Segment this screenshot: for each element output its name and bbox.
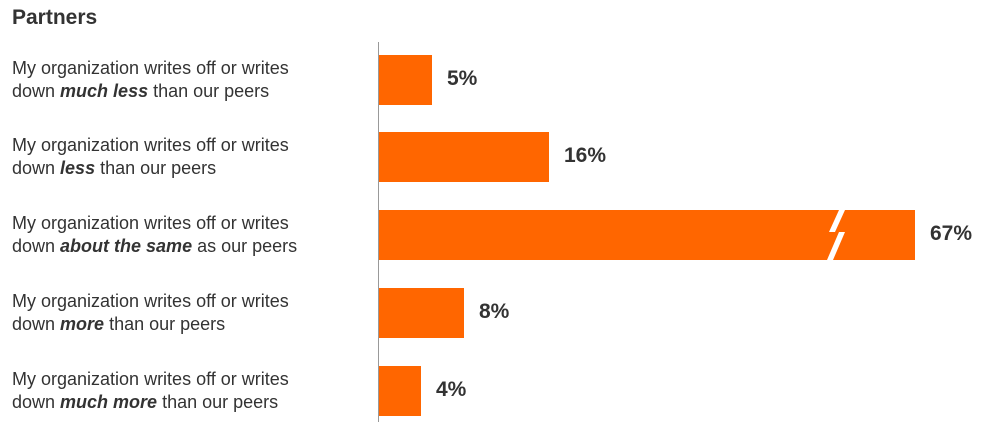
- category-label: My organization writes off or writes down…: [12, 368, 372, 414]
- category-label-emphasis: less: [60, 158, 96, 178]
- bar: [379, 366, 421, 416]
- value-label: 4%: [436, 378, 467, 401]
- category-label-text: down: [12, 392, 61, 412]
- value-label: 5%: [447, 67, 478, 90]
- category-label-text: than our peers: [104, 314, 226, 334]
- category-label-line: My organization writes off or writes: [12, 135, 289, 155]
- value-label: 8%: [479, 300, 510, 323]
- category-label-text: than our peers: [157, 392, 279, 412]
- bar: [379, 55, 432, 105]
- category-label-emphasis: more: [60, 314, 105, 334]
- bar-row: My organization writes off or writes down…: [0, 366, 994, 416]
- value-label: 16%: [564, 144, 607, 167]
- category-label: My organization writes off or writes down…: [12, 290, 372, 336]
- category-label-text: down: [12, 81, 61, 101]
- axis-break-mark: [827, 210, 845, 260]
- bar: [379, 210, 915, 260]
- bar-row: My organization writes off or writes down…: [0, 132, 994, 182]
- category-label-emphasis: much more: [60, 392, 158, 412]
- category-label-text: down: [12, 158, 61, 178]
- category-label-text: down: [12, 236, 61, 256]
- bar-row: My organization writes off or writes down…: [0, 210, 994, 260]
- value-label: 67%: [930, 222, 973, 245]
- chart-title: Partners: [12, 6, 98, 29]
- category-label-line: My organization writes off or writes: [12, 213, 289, 233]
- category-label-emphasis: about the same: [60, 236, 193, 256]
- bar: [379, 288, 464, 338]
- axis-break-glyph: [827, 210, 845, 260]
- category-label: My organization writes off or writes down…: [12, 134, 372, 180]
- category-label-line: My organization writes off or writes: [12, 58, 289, 78]
- category-axis-line: [378, 42, 379, 422]
- bar-row: My organization writes off or writes down…: [0, 288, 994, 338]
- category-label-text: as our peers: [192, 236, 298, 256]
- category-label: My organization writes off or writes down…: [12, 212, 372, 258]
- category-label-line: My organization writes off or writes: [12, 369, 289, 389]
- category-label-text: down: [12, 314, 61, 334]
- category-label-line: My organization writes off or writes: [12, 291, 289, 311]
- category-label-emphasis: much less: [60, 81, 149, 101]
- category-label-text: than our peers: [148, 81, 270, 101]
- bar: [379, 132, 549, 182]
- category-label-text: than our peers: [95, 158, 217, 178]
- bar-row: My organization writes off or writes down…: [0, 55, 994, 105]
- category-label: My organization writes off or writes down…: [12, 57, 372, 103]
